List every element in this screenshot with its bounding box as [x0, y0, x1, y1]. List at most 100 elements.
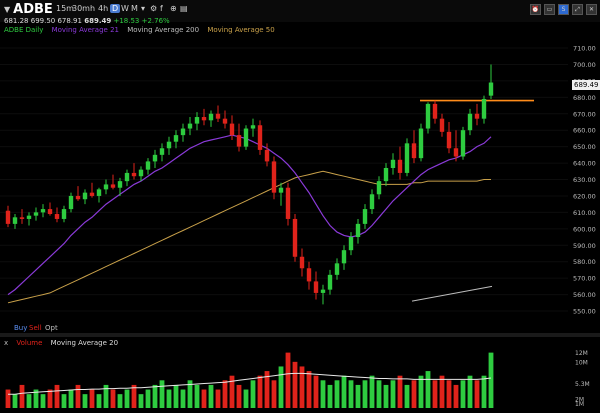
tf-d[interactable]: D — [110, 4, 121, 13]
candle-body — [383, 167, 389, 182]
candle-body — [124, 172, 130, 182]
volume-bar — [68, 389, 74, 408]
legend-ma50[interactable]: Moving Average 50 — [207, 26, 275, 34]
candle-body — [75, 195, 81, 200]
buy-button[interactable]: Buy — [14, 324, 28, 332]
layout-icon[interactable]: ▤ — [180, 4, 188, 13]
legend-main-series[interactable]: ADBE Daily — [4, 26, 44, 34]
volume-bar — [243, 389, 249, 408]
volume-bar — [138, 394, 144, 408]
volume-bar — [159, 380, 165, 408]
legend-ma21[interactable]: Moving Average 21 — [51, 26, 119, 34]
candle-body — [439, 118, 445, 132]
volume-legend: x Volume Moving Average 20 — [4, 339, 124, 347]
volume-bar — [194, 384, 200, 408]
candle-body — [159, 148, 165, 155]
window-icon[interactable]: ▭ — [544, 4, 555, 15]
price-axis-label: 570.00 — [573, 275, 596, 283]
candle-body — [418, 128, 424, 159]
symbol-dropdown-icon[interactable]: ▼ — [4, 5, 11, 14]
maximize-icon[interactable]: ⤢ — [572, 4, 583, 15]
volume-axis-label: 1M — [575, 401, 584, 408]
candle-body — [166, 141, 172, 149]
close-value: 689.49 — [84, 17, 112, 25]
candle-body — [404, 143, 410, 173]
volume-bar — [418, 375, 424, 408]
volume-bar — [348, 380, 354, 408]
volume-close-button[interactable]: x — [4, 339, 9, 347]
tf-15m[interactable]: 15m — [56, 4, 74, 13]
candle-body — [271, 161, 277, 193]
volume-bar — [341, 375, 347, 408]
legend-volume[interactable]: Volume — [16, 339, 43, 347]
ma200-line — [411, 285, 493, 302]
candle-body — [341, 250, 347, 264]
candle-body — [47, 209, 53, 215]
volume-bar — [208, 384, 214, 408]
volume-bar — [96, 394, 102, 408]
panel-divider — [0, 333, 600, 337]
volume-bar — [474, 380, 480, 408]
options-button[interactable]: Opt — [45, 324, 58, 332]
volume-bar — [250, 380, 256, 408]
volume-bar — [411, 380, 417, 408]
ma21-line — [7, 134, 492, 296]
price-axis-label: 610.00 — [573, 209, 596, 217]
volume-bar — [19, 384, 25, 408]
tf-m[interactable]: M — [131, 4, 138, 13]
legend-ma200[interactable]: Moving Average 200 — [127, 26, 200, 34]
volume-bar — [215, 389, 221, 408]
price-axis-label: 710.00 — [573, 45, 596, 53]
volume-bar — [173, 384, 179, 408]
close-icon[interactable]: ✕ — [586, 4, 597, 15]
ohlc-readout: 681.28 699.50 678.91 689.49 +18.53 +2.76… — [4, 17, 170, 25]
candle-body — [5, 210, 11, 224]
volume-bar — [334, 380, 340, 408]
tf-w[interactable]: W — [121, 4, 129, 13]
candle-body — [474, 113, 480, 119]
candle-body — [453, 148, 459, 157]
candle-body — [355, 223, 361, 238]
low-value: 678.91 — [57, 17, 82, 25]
volume-bar — [257, 375, 263, 408]
symbol-label[interactable]: ADBE — [13, 2, 53, 17]
price-chart[interactable]: 710.00700.00690.00680.00670.00660.00650.… — [0, 22, 600, 413]
volume-bar — [40, 394, 46, 408]
candle-body — [82, 192, 88, 200]
candle-body — [390, 159, 396, 168]
sell-button[interactable]: Sell — [29, 324, 42, 332]
timeframe-dropdown-icon[interactable]: ▾ — [141, 4, 146, 13]
candle-body — [194, 117, 200, 124]
chart-settings-icon[interactable]: ⚙ — [150, 4, 158, 13]
candle-body — [348, 237, 354, 251]
candle-body — [12, 217, 18, 224]
volume-bar — [376, 380, 382, 408]
price-axis-label: 630.00 — [573, 176, 596, 184]
candle-body — [33, 212, 39, 216]
price-axis-label: 590.00 — [573, 242, 596, 250]
volume-bar — [75, 384, 81, 408]
volume-bar — [26, 394, 32, 408]
candle-body — [152, 154, 158, 162]
volume-bar — [355, 384, 361, 408]
volume-bar — [453, 384, 459, 408]
price-axis-label: 700.00 — [573, 61, 596, 69]
tf-30m[interactable]: 30m — [72, 4, 90, 13]
alarm-icon[interactable]: ⏰ — [530, 4, 541, 15]
candle-body — [40, 209, 46, 213]
candle-body — [173, 135, 179, 142]
volume-bar — [320, 380, 326, 408]
tf-h[interactable]: h — [90, 4, 96, 13]
candle-body — [103, 184, 109, 190]
compare-icon[interactable]: ⊕ — [170, 4, 177, 13]
candle-body — [138, 169, 144, 177]
candle-body — [376, 181, 382, 195]
candle-body — [299, 256, 305, 269]
symbol-selector[interactable]: ▼ ADBE — [4, 2, 53, 17]
volume-bar — [313, 375, 319, 408]
price-axis-label: 560.00 — [573, 291, 596, 299]
legend-volume-ma20[interactable]: Moving Average 20 — [50, 339, 119, 347]
indicator-icon[interactable]: f — [160, 4, 163, 13]
share-icon[interactable]: S — [558, 4, 569, 15]
tf-4h[interactable]: 4h — [98, 4, 109, 13]
